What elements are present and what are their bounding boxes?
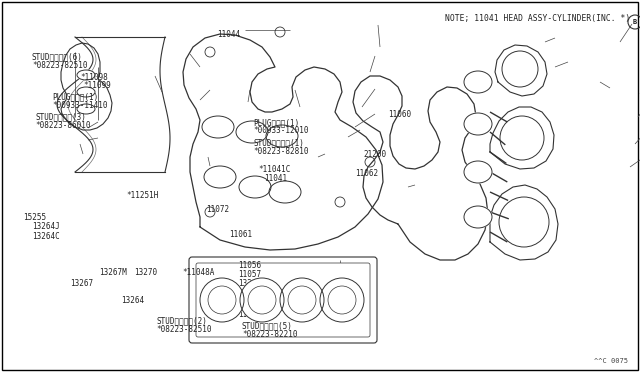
Text: STUDスタッド(1): STUDスタッド(1) bbox=[242, 290, 292, 299]
Ellipse shape bbox=[266, 125, 298, 147]
FancyBboxPatch shape bbox=[189, 257, 377, 343]
Circle shape bbox=[240, 278, 284, 322]
Text: STUDスタッド(5): STUDスタッド(5) bbox=[242, 322, 292, 331]
Ellipse shape bbox=[239, 176, 271, 198]
Text: 13270: 13270 bbox=[134, 268, 157, 277]
Text: 11041: 11041 bbox=[264, 174, 287, 183]
Text: NOTE; 11041 HEAD ASSY-CYLINDER(INC. *): NOTE; 11041 HEAD ASSY-CYLINDER(INC. *) bbox=[445, 14, 630, 23]
Text: 13267: 13267 bbox=[70, 279, 93, 288]
Text: *11048A: *11048A bbox=[182, 268, 215, 277]
Ellipse shape bbox=[464, 206, 492, 228]
Circle shape bbox=[320, 278, 364, 322]
Ellipse shape bbox=[77, 104, 95, 114]
Circle shape bbox=[200, 278, 244, 322]
Text: 11072: 11072 bbox=[206, 205, 229, 214]
Text: 13264C: 13264C bbox=[32, 232, 60, 241]
Text: ^^C 0075: ^^C 0075 bbox=[594, 358, 628, 364]
Text: 11056: 11056 bbox=[238, 261, 261, 270]
Text: 11044: 11044 bbox=[218, 30, 241, 39]
Text: *00933-11410: *00933-11410 bbox=[52, 101, 108, 110]
Text: *00933-12010: *00933-12010 bbox=[253, 126, 309, 135]
Text: *11098: *11098 bbox=[80, 73, 108, 81]
Text: 13212: 13212 bbox=[238, 279, 261, 288]
Text: STUDスタッド(6): STUDスタッド(6) bbox=[32, 52, 83, 61]
Ellipse shape bbox=[464, 113, 492, 135]
Ellipse shape bbox=[236, 121, 268, 143]
Text: 11060: 11060 bbox=[388, 110, 412, 119]
Ellipse shape bbox=[464, 71, 492, 93]
Circle shape bbox=[280, 278, 324, 322]
Ellipse shape bbox=[77, 87, 95, 97]
Text: 13264J: 13264J bbox=[32, 222, 60, 231]
Text: 15255: 15255 bbox=[23, 213, 46, 222]
Text: *08223-86010: *08223-86010 bbox=[35, 121, 91, 130]
Text: 11061: 11061 bbox=[229, 230, 252, 239]
Text: *11251H: *11251H bbox=[127, 191, 159, 200]
Text: B: B bbox=[633, 19, 637, 25]
Text: STUDスタッド(1): STUDスタッド(1) bbox=[253, 139, 304, 148]
Text: *11041C: *11041C bbox=[259, 165, 291, 174]
Text: STUDスタッド(3): STUDスタッド(3) bbox=[35, 113, 86, 122]
Ellipse shape bbox=[464, 161, 492, 183]
Text: 21200: 21200 bbox=[364, 150, 387, 159]
Text: *08223-82510: *08223-82510 bbox=[157, 325, 212, 334]
Text: *08223-82510: *08223-82510 bbox=[32, 61, 88, 70]
Text: STUDスタッド(2): STUDスタッド(2) bbox=[157, 316, 207, 325]
Text: *08223-82810: *08223-82810 bbox=[242, 299, 298, 308]
Text: 11057: 11057 bbox=[238, 270, 261, 279]
Ellipse shape bbox=[77, 70, 95, 80]
Text: 11059: 11059 bbox=[238, 310, 261, 319]
Ellipse shape bbox=[269, 181, 301, 203]
Text: 13267M: 13267M bbox=[99, 268, 127, 277]
Text: 11062: 11062 bbox=[355, 169, 378, 178]
Text: PLUGプラグ(1): PLUGプラグ(1) bbox=[52, 93, 99, 102]
Text: *08223-82810: *08223-82810 bbox=[253, 147, 309, 156]
FancyBboxPatch shape bbox=[196, 263, 370, 337]
Text: PLUGプラグ(1): PLUGプラグ(1) bbox=[253, 118, 300, 127]
Text: 13264: 13264 bbox=[122, 296, 145, 305]
Text: *08223-82210: *08223-82210 bbox=[242, 330, 298, 339]
Text: *11099: *11099 bbox=[83, 81, 111, 90]
Ellipse shape bbox=[204, 166, 236, 188]
Ellipse shape bbox=[202, 116, 234, 138]
